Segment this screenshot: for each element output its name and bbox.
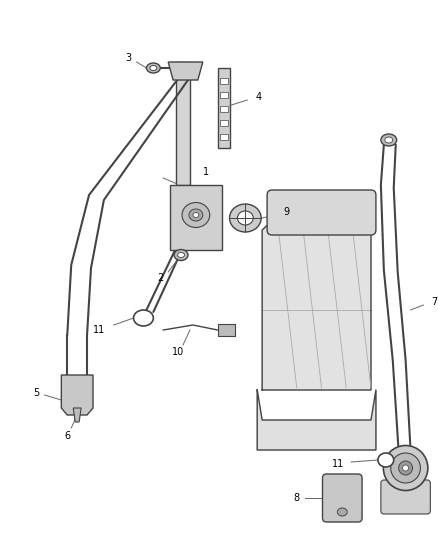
- Ellipse shape: [177, 253, 184, 257]
- Bar: [219, 120, 227, 126]
- Text: 6: 6: [64, 431, 71, 441]
- Ellipse shape: [403, 465, 409, 471]
- Polygon shape: [218, 68, 230, 148]
- Ellipse shape: [378, 453, 394, 467]
- Bar: [219, 78, 227, 84]
- Ellipse shape: [193, 213, 199, 217]
- Ellipse shape: [174, 249, 188, 261]
- FancyBboxPatch shape: [322, 474, 362, 522]
- Text: 4: 4: [255, 92, 261, 102]
- Text: 11: 11: [93, 325, 105, 335]
- Text: 8: 8: [294, 493, 300, 503]
- Ellipse shape: [383, 446, 428, 490]
- Bar: [219, 134, 227, 140]
- Ellipse shape: [189, 209, 203, 221]
- Polygon shape: [73, 408, 81, 422]
- Text: 9: 9: [283, 207, 289, 217]
- Bar: [219, 106, 227, 112]
- Bar: [219, 92, 227, 98]
- Bar: [218, 324, 236, 336]
- Polygon shape: [176, 62, 190, 185]
- Ellipse shape: [182, 203, 210, 228]
- Polygon shape: [61, 375, 93, 415]
- Text: 5: 5: [33, 388, 40, 398]
- Polygon shape: [257, 390, 376, 450]
- Text: 1: 1: [203, 167, 209, 177]
- Ellipse shape: [146, 63, 160, 73]
- Text: 10: 10: [172, 347, 184, 357]
- Text: 3: 3: [126, 53, 132, 63]
- FancyBboxPatch shape: [381, 480, 430, 514]
- FancyBboxPatch shape: [267, 190, 376, 235]
- Ellipse shape: [381, 456, 390, 464]
- Polygon shape: [262, 218, 371, 390]
- Ellipse shape: [391, 453, 420, 483]
- Text: 7: 7: [431, 297, 438, 307]
- Ellipse shape: [337, 508, 347, 516]
- Text: 2: 2: [157, 273, 163, 283]
- Bar: [170, 185, 222, 250]
- Ellipse shape: [381, 134, 397, 146]
- Ellipse shape: [385, 137, 393, 143]
- Ellipse shape: [138, 313, 149, 322]
- Ellipse shape: [399, 461, 413, 475]
- Ellipse shape: [134, 310, 153, 326]
- Text: 11: 11: [332, 459, 344, 469]
- Ellipse shape: [237, 211, 253, 225]
- Ellipse shape: [150, 66, 157, 70]
- Polygon shape: [168, 62, 203, 80]
- Ellipse shape: [230, 204, 261, 232]
